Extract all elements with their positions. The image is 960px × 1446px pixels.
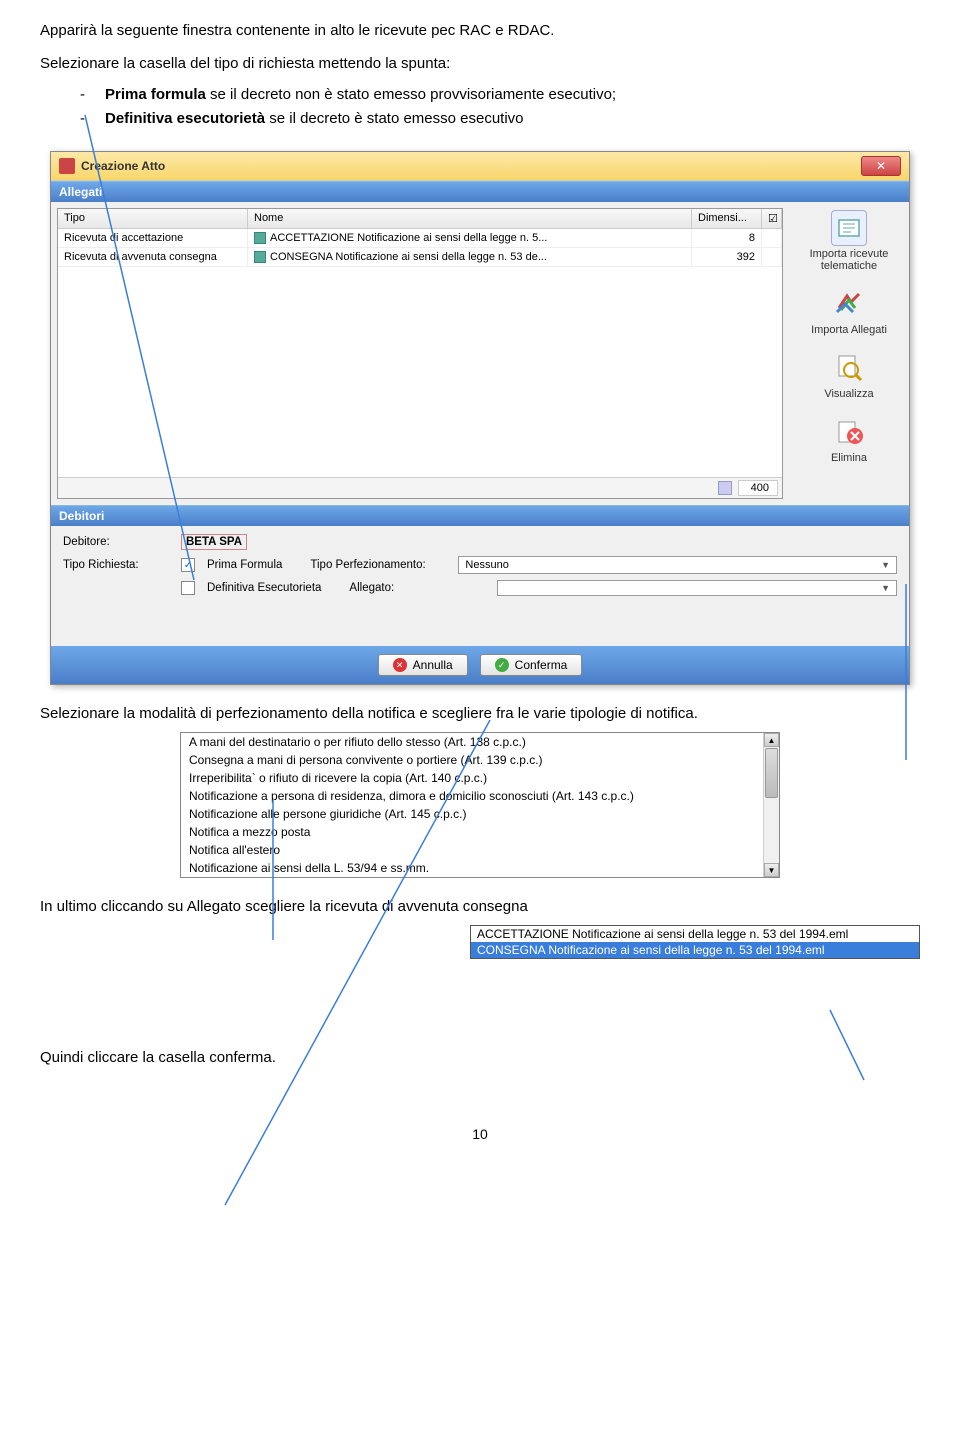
bullet1-bold: Prima formula	[105, 86, 206, 103]
app-icon	[59, 158, 75, 174]
visualizza-label: Visualizza	[824, 388, 873, 400]
conferma-button[interactable]: ✓ Conferma	[480, 654, 583, 676]
dd-item[interactable]: Notifica all'estero	[181, 841, 779, 859]
cell-check	[762, 229, 782, 247]
dd-item[interactable]: Irreperibilita` o rifiuto di ricevere la…	[181, 769, 779, 787]
th-dimensione[interactable]: Dimensi...	[692, 209, 762, 228]
th-tipo[interactable]: Tipo	[58, 209, 248, 228]
footer-icon	[718, 481, 732, 495]
cell-tipo: Ricevuta di accettazione	[58, 229, 248, 247]
intro-line2: Selezionare la casella del tipo di richi…	[40, 53, 920, 76]
elimina-label: Elimina	[831, 452, 867, 464]
scroll-thumb[interactable]	[765, 748, 778, 798]
importa-ricevute-icon	[831, 210, 867, 246]
dd-item[interactable]: Notifica a mezzo posta	[181, 823, 779, 841]
doc-icon	[254, 251, 266, 263]
table-footer: 400	[58, 477, 782, 498]
file-item[interactable]: ACCETTAZIONE Notificazione ai sensi dell…	[471, 926, 919, 942]
dd-item[interactable]: Consegna a mani di persona convivente o …	[181, 751, 779, 769]
cell-tipo: Ricevuta di avvenuta consegna	[58, 248, 248, 266]
bullet2-rest: se il decreto è stato emesso esecutivo	[265, 110, 523, 127]
cell-dim: 392	[692, 248, 762, 266]
bullet-2: - Definitiva esecutorietà se il decreto …	[80, 107, 920, 131]
creazione-atto-window: Creazione Atto ✕ Allegati Tipo Nome Dime…	[50, 151, 910, 685]
scroll-up-arrow[interactable]: ▲	[764, 733, 779, 747]
footer-total: 400	[738, 480, 778, 496]
debitore-label: Debitore:	[63, 536, 173, 548]
definitiva-label: Definitiva Esecutorieta	[207, 582, 321, 594]
visualizza-button[interactable]: Visualizza	[824, 350, 873, 400]
cell-nome: ACCETTAZIONE Notificazione ai sensi dell…	[248, 229, 692, 247]
elimina-icon	[831, 414, 867, 450]
side-buttons: Importa ricevute telematiche Importa All…	[789, 202, 909, 505]
attachments-table: Tipo Nome Dimensi... ☑ Ricevuta di accet…	[57, 208, 783, 499]
dd-item[interactable]: Notificazione ai sensi della L. 53/94 e …	[181, 859, 779, 877]
file-item-selected[interactable]: CONSEGNA Notificazione ai sensi della le…	[471, 942, 919, 958]
debitori-body: Debitore: BETA SPA Tipo Richiesta: ✓ Pri…	[51, 526, 909, 616]
dd-item[interactable]: A mani del destinatario o per rifiuto de…	[181, 733, 779, 751]
bullet-list: - Prima formula se il decreto non è stat…	[80, 83, 920, 131]
debitore-value: BETA SPA	[181, 534, 247, 550]
tipo-perf-value: Nessuno	[465, 559, 508, 571]
allegati-header: Allegati	[51, 181, 909, 202]
doc-icon	[254, 232, 266, 244]
allegato-combo[interactable]: ▼	[497, 580, 897, 596]
table-empty	[58, 267, 782, 477]
dd-item[interactable]: Notificazione alle persone giuridiche (A…	[181, 805, 779, 823]
importa-allegati-label: Importa Allegati	[811, 324, 887, 336]
th-nome[interactable]: Nome	[248, 209, 692, 228]
elimina-button[interactable]: Elimina	[831, 414, 867, 464]
importa-ricevute-button[interactable]: Importa ricevute telematiche	[795, 210, 903, 272]
bullet-1: - Prima formula se il decreto non è stat…	[80, 83, 920, 107]
table-row[interactable]: Ricevuta di avvenuta consegna CONSEGNA N…	[58, 248, 782, 267]
conferma-label: Conferma	[515, 658, 568, 672]
tipo-perfezionamento-combo[interactable]: Nessuno ▼	[458, 556, 897, 574]
titlebar: Creazione Atto ✕	[51, 152, 909, 181]
tipo-richiesta-label: Tipo Richiesta:	[63, 559, 173, 571]
cancel-icon: ✕	[393, 658, 407, 672]
window-title: Creazione Atto	[81, 159, 165, 173]
allegato-label: Allegato:	[349, 582, 489, 594]
bullet2-bold: Definitiva esecutorietà	[105, 110, 265, 127]
mid-text: Selezionare la modalità di perfezionamen…	[40, 705, 920, 722]
bottom-bar: ✕ Annulla ✓ Conferma	[51, 646, 909, 684]
bullet1-rest: se il decreto non è stato emesso provvis…	[206, 86, 616, 103]
table-header: Tipo Nome Dimensi... ☑	[58, 209, 782, 229]
visualizza-icon	[831, 350, 867, 386]
th-check[interactable]: ☑	[762, 209, 782, 228]
definitiva-checkbox[interactable]	[181, 581, 195, 595]
annulla-label: Annulla	[413, 658, 453, 672]
confirm-icon: ✓	[495, 658, 509, 672]
bottom-text: In ultimo cliccando su Allegato sceglier…	[40, 898, 920, 915]
debitori-header: Debitori	[51, 505, 909, 526]
page-number: 10	[40, 1126, 920, 1142]
tipo-perfezionamento-label: Tipo Perfezionamento:	[310, 559, 450, 571]
prima-formula-label: Prima Formula	[207, 559, 282, 571]
cell-dim: 8	[692, 229, 762, 247]
cell-nome: CONSEGNA Notificazione ai sensi della le…	[248, 248, 692, 266]
scrollbar[interactable]: ▲ ▼	[763, 733, 779, 877]
chevron-down-icon: ▼	[881, 583, 890, 593]
importa-ricevute-label: Importa ricevute telematiche	[795, 248, 903, 272]
notification-type-dropdown[interactable]: A mani del destinatario o per rifiuto de…	[180, 732, 780, 878]
chevron-down-icon: ▼	[881, 560, 890, 570]
prima-formula-checkbox[interactable]: ✓	[181, 558, 195, 572]
cell-check	[762, 248, 782, 266]
close-button[interactable]: ✕	[861, 156, 901, 176]
allegato-file-list[interactable]: ACCETTAZIONE Notificazione ai sensi dell…	[470, 925, 920, 959]
scroll-down-arrow[interactable]: ▼	[764, 863, 779, 877]
dd-item[interactable]: Notificazione a persona di residenza, di…	[181, 787, 779, 805]
annulla-button[interactable]: ✕ Annulla	[378, 654, 468, 676]
allegati-body: Tipo Nome Dimensi... ☑ Ricevuta di accet…	[51, 202, 909, 505]
intro-line1: Apparirà la seguente finestra contenente…	[40, 20, 920, 43]
final-text: Quindi cliccare la casella conferma.	[40, 1049, 920, 1066]
importa-allegati-button[interactable]: Importa Allegati	[811, 286, 887, 336]
table-row[interactable]: Ricevuta di accettazione ACCETTAZIONE No…	[58, 229, 782, 248]
importa-allegati-icon	[831, 286, 867, 322]
